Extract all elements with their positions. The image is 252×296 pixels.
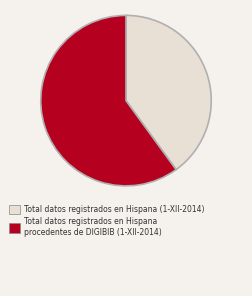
Wedge shape	[41, 15, 176, 186]
Wedge shape	[126, 15, 211, 170]
Legend: Total datos registrados en Hispana (1-XII-2014), Total datos registrados en Hisp: Total datos registrados en Hispana (1-XI…	[9, 205, 205, 237]
